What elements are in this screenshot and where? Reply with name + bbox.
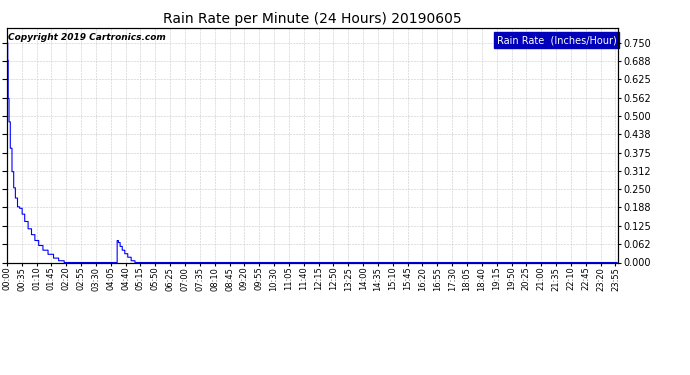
Text: Copyright 2019 Cartronics.com: Copyright 2019 Cartronics.com [8, 33, 166, 42]
Text: Rain Rate  (Inches/Hour): Rain Rate (Inches/Hour) [497, 35, 616, 45]
Title: Rain Rate per Minute (24 Hours) 20190605: Rain Rate per Minute (24 Hours) 20190605 [163, 12, 462, 26]
